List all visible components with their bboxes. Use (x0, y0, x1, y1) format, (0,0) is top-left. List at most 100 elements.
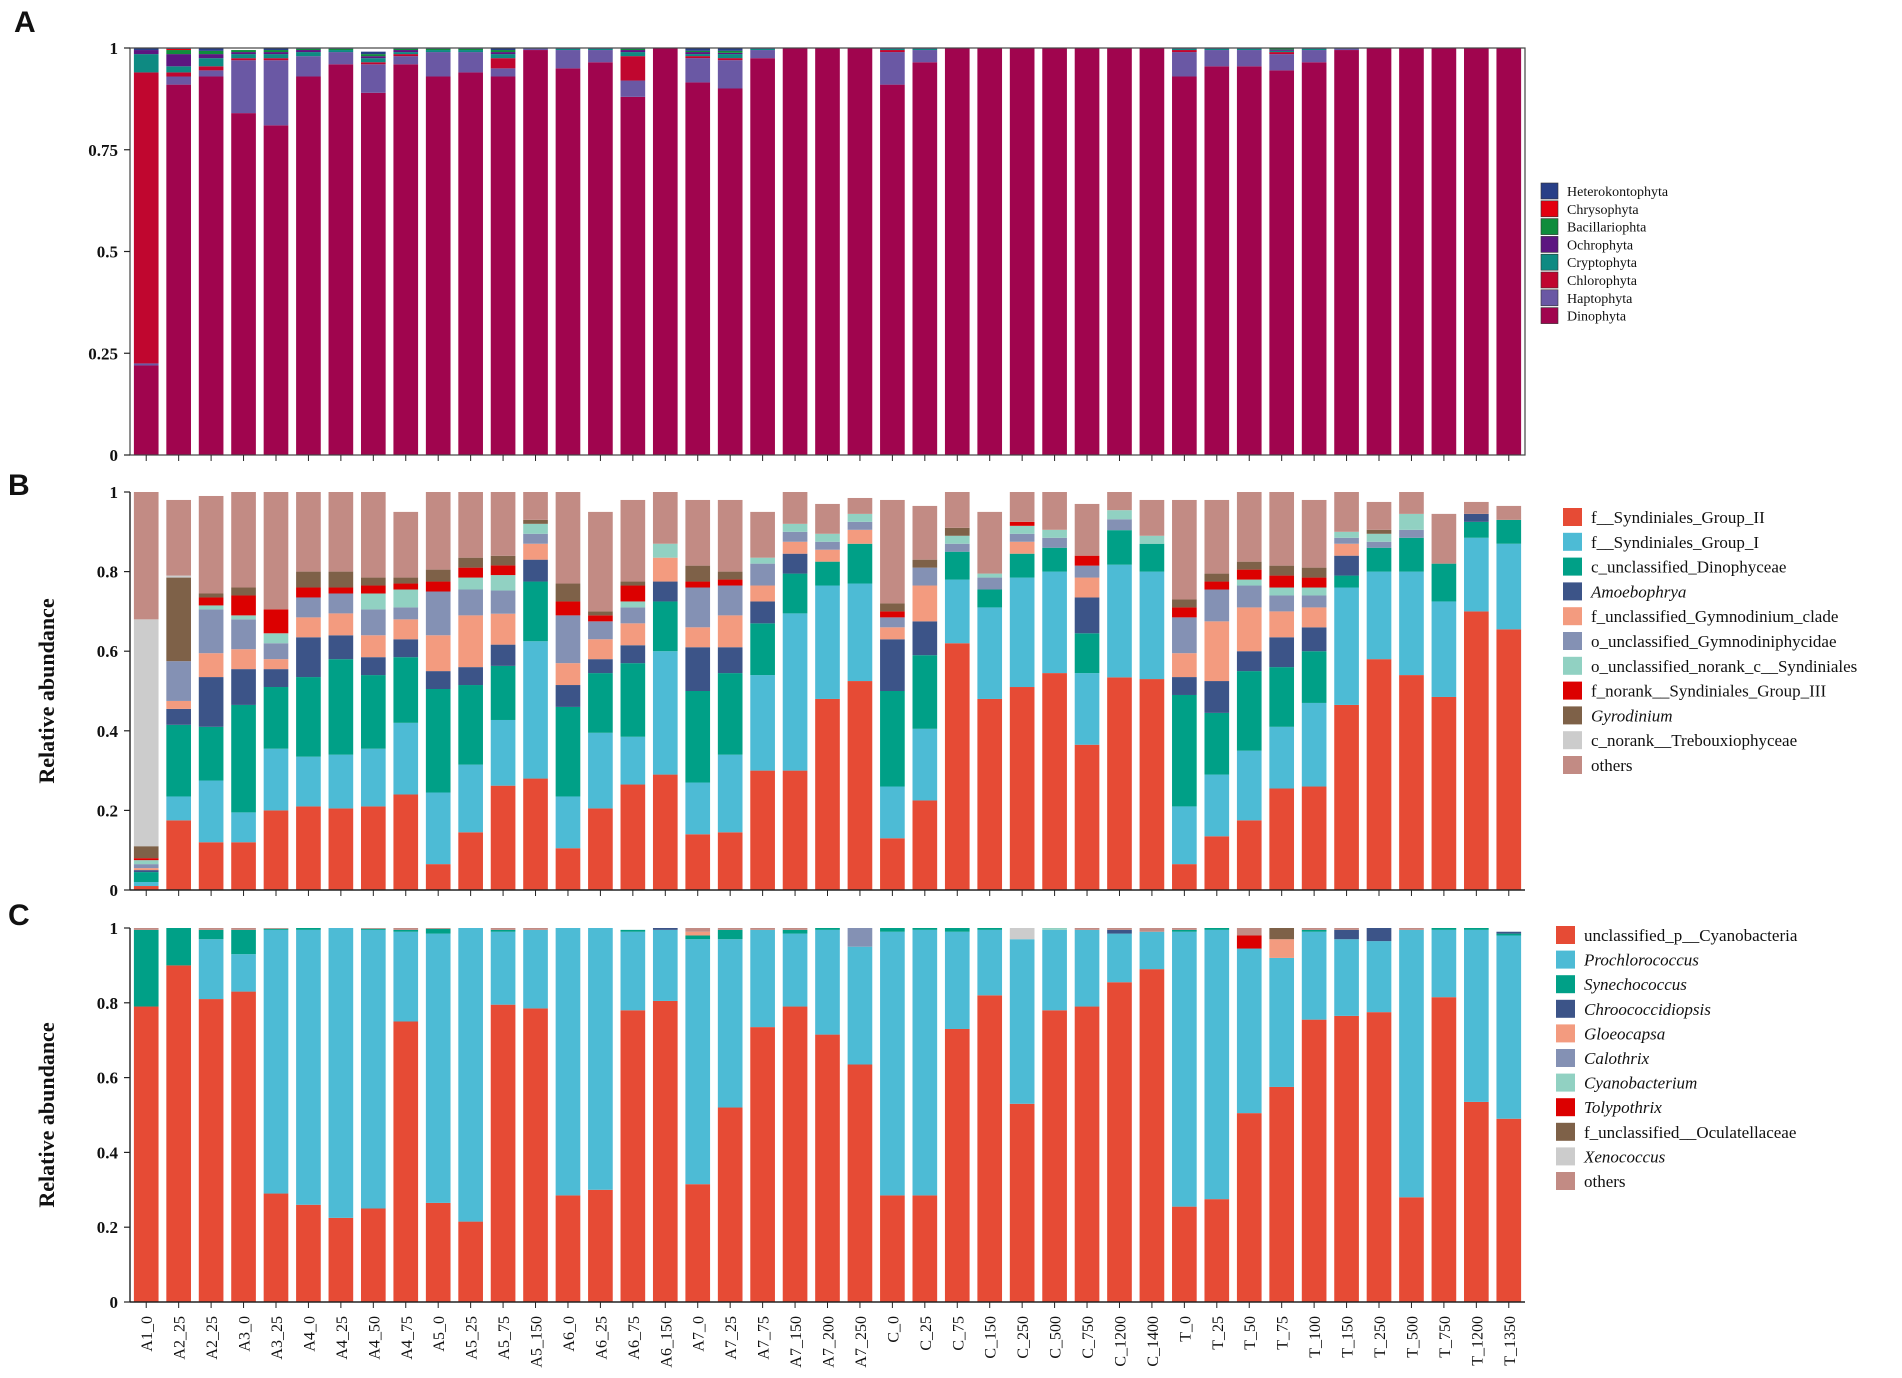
legend-label: Synechococcus (1584, 975, 1687, 994)
bar-segment (912, 505, 938, 560)
bar-segment (944, 643, 970, 890)
x-tick-label: T_50 (1242, 1316, 1259, 1350)
bar-segment (393, 50, 419, 53)
bar-segment (1334, 555, 1359, 576)
bar-segment (425, 492, 451, 570)
bar-segment (393, 607, 419, 620)
bar-segment (847, 1064, 873, 1302)
bar-segment (393, 929, 419, 932)
bar-segment (296, 929, 321, 1205)
bar-segment (717, 58, 743, 61)
bar-segment (133, 928, 159, 930)
bar-segment (133, 864, 159, 869)
bar-segment (912, 48, 938, 51)
bar-segment (1204, 836, 1230, 890)
legend-label: c_norank__Trebouxiophyceae (1591, 731, 1797, 750)
y-tick-label: 0 (110, 1293, 119, 1312)
bar-segment (1269, 50, 1295, 53)
bar-segment (490, 555, 516, 566)
bar-segment (652, 601, 678, 652)
bar-segment (523, 929, 548, 1009)
bar-segment (1172, 52, 1197, 77)
bar-segment (815, 541, 840, 550)
bar-segment (620, 80, 646, 97)
legend-label: others (1584, 1172, 1626, 1191)
bar-segment (588, 673, 613, 733)
bar-segment (490, 644, 516, 666)
bar-segment (555, 685, 581, 707)
bar-segment (685, 56, 711, 59)
bar-segment (880, 48, 905, 51)
x-tick-label: A2_25 (172, 1316, 189, 1360)
bar-segment (360, 54, 386, 57)
legend-label: Gloeocapsa (1584, 1024, 1665, 1043)
bar-segment (1366, 529, 1392, 534)
x-tick-label: A6_0 (561, 1316, 578, 1352)
bar-segment (880, 84, 905, 455)
bar-segment (263, 687, 289, 749)
bar-segment (750, 928, 775, 930)
bar-segment (1334, 531, 1359, 538)
bar-segment (880, 611, 905, 618)
bar-segment (1074, 577, 1100, 598)
x-tick-label: A7_0 (691, 1316, 708, 1352)
bar-segment (1334, 704, 1359, 890)
bar-segment (1074, 673, 1100, 745)
bar-segment (880, 627, 905, 640)
bar-segment (328, 659, 354, 755)
bar-segment (1269, 611, 1295, 638)
bar-segment (425, 928, 451, 929)
bar-segment (685, 931, 711, 936)
x-tick-label: C_1200 (1112, 1316, 1129, 1367)
bar-segment (328, 492, 354, 572)
bar-segment (1366, 48, 1392, 455)
bar-segment (685, 52, 711, 55)
bar-segment (977, 573, 1003, 578)
bar-segment (1269, 726, 1295, 789)
bar-segment (717, 54, 743, 59)
bar-segment (1269, 587, 1295, 596)
bar-segment (944, 928, 970, 932)
bar-segment (685, 782, 711, 835)
x-tick-label: C_1400 (1145, 1316, 1162, 1367)
bar-segment (847, 513, 873, 522)
bar-segment (880, 639, 905, 691)
legend-label: f_unclassified_Gymnodinium_clade (1591, 607, 1838, 626)
bar-segment (490, 58, 516, 69)
bar-segment (912, 585, 938, 622)
bar-segment (166, 54, 191, 67)
bar-segment (523, 519, 548, 524)
bar-segment (425, 48, 451, 51)
bar-segment (944, 931, 970, 1029)
bar-segment (425, 635, 451, 672)
bar-segment (880, 1195, 905, 1302)
x-tick-label: A2_25 (204, 1316, 221, 1360)
bar-segment (750, 601, 775, 624)
bar-segment (490, 50, 516, 53)
bar-segment (1139, 679, 1165, 890)
bar-segment (1269, 48, 1295, 50)
bar-segment (198, 653, 224, 678)
bar-segment (1269, 565, 1295, 576)
bar-segment (231, 595, 256, 616)
bar-segment (425, 76, 451, 456)
bar-segment (685, 82, 711, 456)
bar-segment (523, 559, 548, 582)
bar-segment (1399, 571, 1424, 676)
bar-segment (1204, 681, 1230, 713)
bar-segment (652, 543, 678, 558)
bar-segment (458, 667, 483, 686)
x-tick-label: T_25 (1210, 1316, 1227, 1350)
legend: unclassified_p__Cyanobacteria Prochloroco… (1556, 926, 1798, 1191)
bar-segment (263, 48, 289, 51)
bar-segment (782, 573, 808, 614)
legend-swatch (1540, 200, 1559, 218)
bar-segment (1269, 1086, 1295, 1302)
bar-segment (296, 50, 321, 53)
bar-segment (425, 569, 451, 582)
bar-segment (393, 52, 419, 55)
bar-segment (750, 1027, 775, 1302)
bar-segment (1009, 541, 1035, 554)
legend-label: Heterokontophyta (1567, 185, 1669, 200)
bar-segment (296, 928, 321, 930)
